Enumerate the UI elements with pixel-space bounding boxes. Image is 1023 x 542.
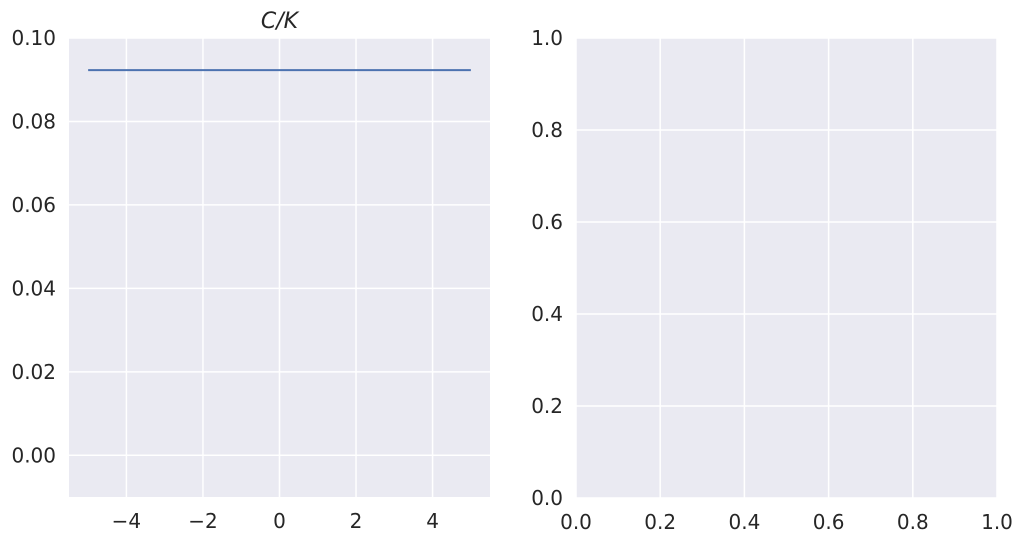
y-tick-label: 0.04 bbox=[11, 276, 56, 300]
y-tick-label: 1.0 bbox=[531, 26, 563, 50]
x-tick-label: 0 bbox=[273, 509, 286, 533]
y-tick-label: 0.10 bbox=[11, 26, 56, 50]
x-tick-label: −4 bbox=[112, 509, 141, 533]
y-tick-label: 0.6 bbox=[531, 210, 563, 234]
x-tick-label: 1.0 bbox=[981, 510, 1013, 534]
x-tick-label: 2 bbox=[350, 509, 363, 533]
left-axes: −4 −2 0 2 4 0.00 0.02 0.04 0.06 0.08 0.10 C/K bbox=[11, 9, 490, 533]
x-tick-label: 0.4 bbox=[728, 510, 760, 534]
y-tick-label: 0.06 bbox=[11, 193, 56, 217]
x-tick-label: 4 bbox=[426, 509, 439, 533]
chart-title: C/K bbox=[261, 9, 300, 34]
x-tick-label: 0.0 bbox=[560, 510, 592, 534]
right-axes: 0.0 0.2 0.4 0.6 0.8 1.0 0.0 0.2 0.4 0.6 0.8 1.0 bbox=[531, 26, 1013, 534]
y-tick-label: 0.00 bbox=[11, 443, 56, 467]
x-tick-label: 0.2 bbox=[644, 510, 676, 534]
y-tick-label: 0.08 bbox=[11, 109, 56, 133]
y-tick-label: 0.02 bbox=[11, 360, 56, 384]
y-tick-label: 0.4 bbox=[531, 302, 563, 326]
y-tick-label: 0.2 bbox=[531, 394, 563, 418]
y-tick-label: 0.0 bbox=[531, 486, 563, 510]
y-tick-label: 0.8 bbox=[531, 118, 563, 142]
x-tick-label: 0.6 bbox=[813, 510, 845, 534]
plot-area bbox=[576, 38, 997, 498]
x-tick-label: 0.8 bbox=[897, 510, 929, 534]
x-tick-label: −2 bbox=[188, 509, 217, 533]
